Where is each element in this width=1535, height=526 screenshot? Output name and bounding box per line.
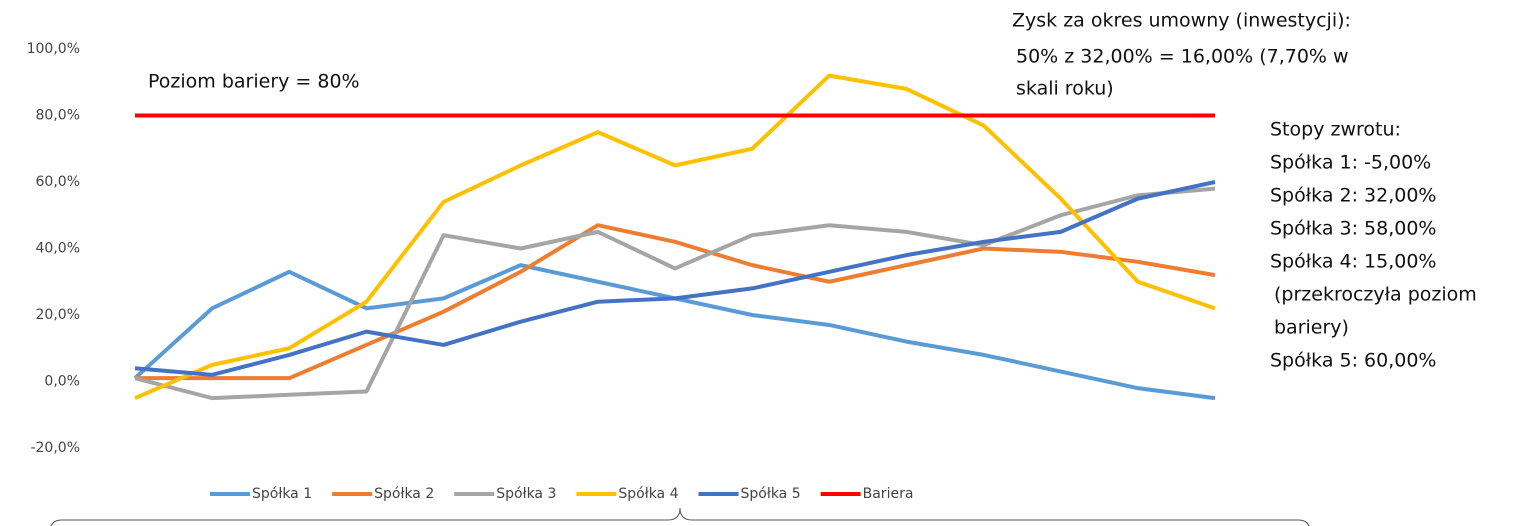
series-line xyxy=(133,263,1216,401)
annotation: Poziom bariery = 80% xyxy=(148,71,360,93)
y-tick-label: 80,0% xyxy=(36,108,80,124)
annotation: bariery) xyxy=(1274,317,1349,339)
series-line xyxy=(134,180,1216,377)
y-tick-label: 0,0% xyxy=(44,374,80,390)
legend-label: Spółka 3 xyxy=(496,486,556,502)
annotation: Spółka 5: 60,00% xyxy=(1270,350,1436,372)
y-tick-label: 40,0% xyxy=(36,241,80,257)
y-tick-label: -20,0% xyxy=(30,440,80,456)
series-line xyxy=(134,73,1216,400)
legend-label: Spółka 1 xyxy=(252,486,312,502)
y-tick-label: 60,0% xyxy=(36,174,80,190)
series-line xyxy=(134,186,1216,401)
annotation: skali roku) xyxy=(1016,78,1114,100)
annotation: 50% z 32,00% = 16,00% (7,70% w xyxy=(1016,46,1349,68)
legend-label: Spółka 4 xyxy=(618,486,678,502)
annotation: Spółka 3: 58,00% xyxy=(1270,218,1436,240)
annotation: (przekroczyła poziom xyxy=(1274,284,1477,306)
legend-label: Bariera xyxy=(863,486,914,502)
brace xyxy=(50,507,1310,526)
annotation: Spółka 1: -5,00% xyxy=(1270,152,1431,174)
annotation: Spółka 2: 32,00% xyxy=(1270,185,1436,207)
annotation: Zysk za okres umowny (inwestycji): xyxy=(1012,10,1351,32)
legend-label: Spółka 5 xyxy=(741,486,801,502)
annotation: Stopy zwrotu: xyxy=(1270,119,1401,141)
annotation: Spółka 4: 15,00% xyxy=(1270,251,1436,273)
series-line xyxy=(135,223,1216,381)
legend-label: Spółka 2 xyxy=(374,486,434,502)
y-tick-label: 100,0% xyxy=(27,41,80,57)
y-tick-label: 20,0% xyxy=(36,307,80,323)
